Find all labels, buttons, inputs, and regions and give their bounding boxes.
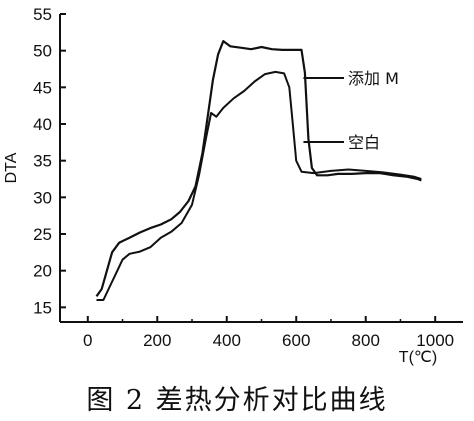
ticks: 15 20 25 30 35 40 45 50 55 0 200 400 600 800 1000: [33, 5, 454, 350]
y-tick-label: 40: [33, 115, 52, 134]
series-line-2: [96, 70, 422, 301]
y-tick-label: 20: [33, 262, 52, 281]
x-tick-label: 200: [143, 331, 171, 350]
dta-chart: 15 20 25 30 35 40 45 50 55 0 200 400 600 800 1000 添加 M…: [3, 5, 463, 366]
series-labels: 添加 M 空白: [303, 69, 399, 152]
y-tick-label: 30: [33, 188, 52, 207]
series-line-1: [95, 40, 422, 297]
y-tick-label: 50: [33, 42, 52, 61]
series-lines: [95, 40, 422, 301]
y-tick-label: 25: [33, 225, 52, 244]
x-axis-label: T(℃): [399, 349, 437, 366]
y-tick-label: 55: [33, 5, 52, 24]
x-tick-label: 0: [83, 331, 92, 350]
y-tick-label: 15: [33, 298, 52, 317]
x-tick-label: 1000: [416, 331, 454, 350]
y-axis-label: DTA: [3, 152, 20, 183]
x-tick-label: 800: [352, 331, 380, 350]
x-tick-label: 400: [213, 331, 241, 350]
series-label-2: 空白: [348, 133, 380, 152]
y-tick-label: 45: [33, 78, 52, 97]
y-tick-label: 35: [33, 152, 52, 171]
x-tick-label: 600: [282, 331, 310, 350]
figure-caption: 图 2 差热分析对比曲线: [86, 385, 388, 416]
axes: [59, 14, 463, 323]
series-label-1: 添加 M: [348, 69, 399, 88]
